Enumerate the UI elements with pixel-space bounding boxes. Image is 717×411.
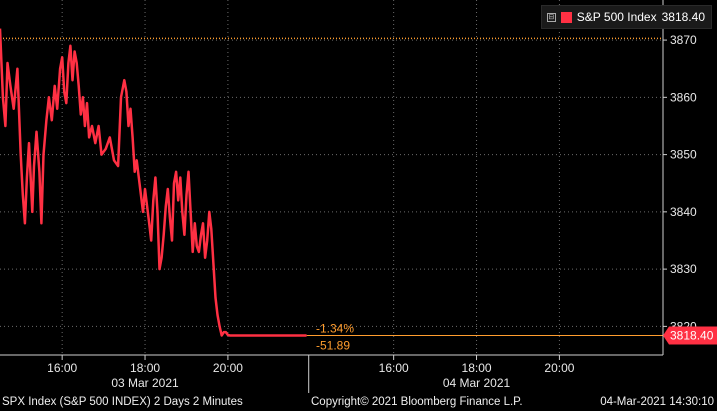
date-labels: 03 Mar 2021 04 Mar 2021: [111, 376, 510, 390]
y-tick-label: 3830: [670, 262, 697, 276]
x-tick-label: 20:00: [213, 361, 243, 375]
grid: [0, 0, 663, 355]
series-color-swatch: [560, 11, 572, 23]
legend-series-value: 3818.40: [661, 10, 705, 24]
y-tick-label: 3850: [670, 148, 697, 162]
footer-timestamp: 04-Mar-2021 14:30:10: [600, 396, 714, 408]
x-tick-label: 20:00: [544, 361, 574, 375]
y-tick-label: 3870: [670, 33, 697, 47]
change-absolute-label: -51.89: [316, 339, 350, 353]
day-label: 03 Mar 2021: [111, 376, 179, 390]
footer-copyright: Copyright© 2021 Bloomberg Finance L.P.: [311, 396, 523, 408]
last-price-tag: [663, 326, 717, 345]
x-tick-label: 16:00: [379, 361, 409, 375]
x-tick-label: 18:00: [130, 361, 160, 375]
day-label: 04 Mar 2021: [443, 376, 511, 390]
legend-series-name: S&P 500 Index: [576, 10, 657, 24]
legend-collapse-icon[interactable]: ⊟: [546, 12, 556, 22]
sp500-series-line: [0, 28, 307, 337]
legend[interactable]: ⊟ S&P 500 Index 3818.40: [540, 5, 712, 29]
x-tick-label: 18:00: [462, 361, 492, 375]
footer-bar: SPX Index (S&P 500 INDEX) 2 Days 2 Minut…: [0, 393, 717, 411]
y-tick-label: 3860: [670, 90, 697, 104]
change-percent-label: -1.34%: [316, 322, 354, 336]
y-tick-label: 3840: [670, 205, 697, 219]
x-tick-label: 16:00: [47, 361, 77, 375]
x-axis-ticks: 16:00 18:00 20:00 16:00 18:00 20:00: [47, 355, 575, 375]
last-price-tag-label: 3818.40: [670, 329, 714, 343]
footer-security-info: SPX Index (S&P 500 INDEX) 2 Days 2 Minut…: [2, 396, 243, 408]
